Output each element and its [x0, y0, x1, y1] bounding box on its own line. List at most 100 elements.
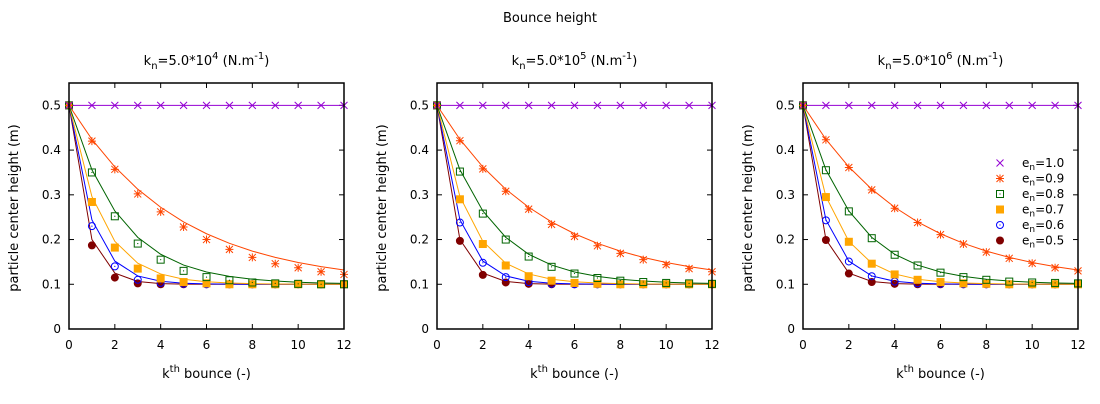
y-tick-label: 0.3: [776, 188, 795, 202]
series-markers-en=0.7: [433, 101, 716, 289]
marker-asterisk: [501, 187, 510, 196]
panel-1: kn=5.0*104 (N.m-1)00.10.20.30.40.50 2 4 6 8 1…: [7, 51, 352, 382]
marker-cross: [317, 101, 325, 110]
marker-open-square: [271, 279, 280, 288]
legend-sub: n: [1029, 194, 1035, 204]
marker-open-square: [959, 273, 968, 282]
marker-asterisk: [317, 267, 326, 276]
series-markers-en=0.5: [65, 101, 348, 289]
marker-cross: [202, 101, 211, 110]
marker-filled-square: [179, 278, 188, 287]
marker-asterisk: [524, 205, 533, 214]
legend-label: en=0.5: [1022, 234, 1064, 251]
marker-asterisk: [982, 248, 991, 257]
subtitle-sub: n: [519, 61, 525, 72]
legend-sub: n: [1029, 210, 1035, 220]
legend-e: e: [1022, 172, 1029, 186]
marker-asterisk: [1005, 254, 1014, 263]
series-line-en=0.9: [68, 105, 345, 271]
marker-dot: [596, 277, 599, 279]
legend-label: en=0.8: [1022, 187, 1064, 204]
subtitle-close: ): [632, 54, 637, 69]
legend-value: =0.6: [1035, 218, 1064, 232]
legend-e: e: [1022, 218, 1029, 232]
y-tick-label: 0: [53, 322, 61, 336]
y-tick-label: 0.1: [776, 277, 795, 291]
marker-asterisk: [110, 165, 119, 174]
marker-dot: [182, 270, 185, 272]
x-tick-label: 10: [659, 338, 674, 352]
marker-open-square: [179, 266, 188, 275]
marker-cross: [88, 101, 96, 110]
marker-open-square: [202, 273, 211, 282]
marker-dot: [482, 262, 484, 264]
xlabel-k: k: [162, 367, 170, 382]
marker-cross: [685, 101, 693, 110]
xlabel-rest: bounce (-): [548, 367, 619, 382]
marker-open-circle: [87, 222, 96, 231]
legend-e: e: [1022, 203, 1029, 217]
x-axis-label: kth bounce (-): [530, 364, 619, 382]
marker-open-square: [1005, 277, 1014, 286]
marker-asterisk: [867, 185, 876, 194]
legend-sub: n: [1029, 163, 1035, 173]
marker-filled-square: [570, 278, 579, 287]
marker-dot: [825, 169, 827, 171]
series-line-en=0.8: [68, 105, 345, 284]
marker-open-circle: [501, 273, 510, 282]
panel-subtitle: kn=5.0*104 (N.m-1): [144, 51, 270, 72]
marker-filled-square: [890, 270, 899, 279]
marker-asterisk: [156, 207, 165, 216]
marker-cross: [248, 101, 257, 110]
marker-open-square: [570, 269, 579, 278]
marker-cross: [179, 101, 188, 110]
marker-asterisk: [1028, 259, 1037, 268]
marker-open-circle: [110, 262, 119, 271]
legend-sub: n: [1029, 225, 1035, 235]
marker-filled-circle: [996, 236, 1004, 245]
marker-asterisk: [821, 135, 830, 144]
subtitle-eq: =5.0*10: [158, 54, 213, 69]
marker-filled-square: [133, 264, 142, 273]
marker-open-circle: [821, 216, 830, 225]
legend-value: =0.8: [1035, 187, 1064, 201]
marker-dot: [137, 279, 139, 281]
marker-asterisk: [959, 240, 968, 249]
marker-cross: [936, 101, 945, 110]
marker-filled-circle: [478, 270, 487, 279]
marker-filled-square: [248, 280, 257, 289]
marker-filled-square: [936, 278, 945, 287]
legend-value: =0.9: [1035, 172, 1064, 186]
series-line-en=0.7: [436, 105, 713, 285]
marker-dot: [688, 282, 690, 284]
marker-filled-square: [225, 280, 234, 289]
marker-dot: [642, 281, 644, 283]
marker-cross: [133, 101, 142, 110]
marker-cross: [822, 101, 830, 110]
marker-dot: [528, 281, 530, 283]
legend-label: en=0.7: [1022, 203, 1064, 220]
y-tick-label: 0: [421, 322, 429, 336]
legend-e: e: [1022, 187, 1029, 201]
x-tick-label: 12: [1070, 338, 1085, 352]
y-tick-label: 0.5: [42, 98, 61, 112]
subtitle-sub: n: [151, 61, 157, 72]
marker-open-square: [1028, 278, 1037, 287]
subtitle-close: ): [264, 54, 269, 69]
marker-open-square: [821, 166, 830, 175]
panel-subtitle: kn=5.0*106 (N.m-1): [878, 51, 1004, 72]
x-tick-label: 2: [111, 338, 119, 352]
marker-open-square: [996, 190, 1004, 198]
x-tick-label: 4: [525, 338, 533, 352]
marker-dot: [1008, 280, 1010, 283]
marker-filled-square: [867, 259, 876, 268]
series-markers-en=0.6: [433, 101, 716, 289]
marker-dot: [962, 276, 965, 278]
series-markers-en=0.6: [65, 101, 348, 289]
marker-asterisk: [248, 253, 257, 262]
legend-value: =0.5: [1035, 234, 1064, 248]
y-tick-label: 0.1: [42, 277, 61, 291]
marker-open-square: [501, 235, 510, 244]
xlabel-sup: th: [170, 364, 180, 375]
